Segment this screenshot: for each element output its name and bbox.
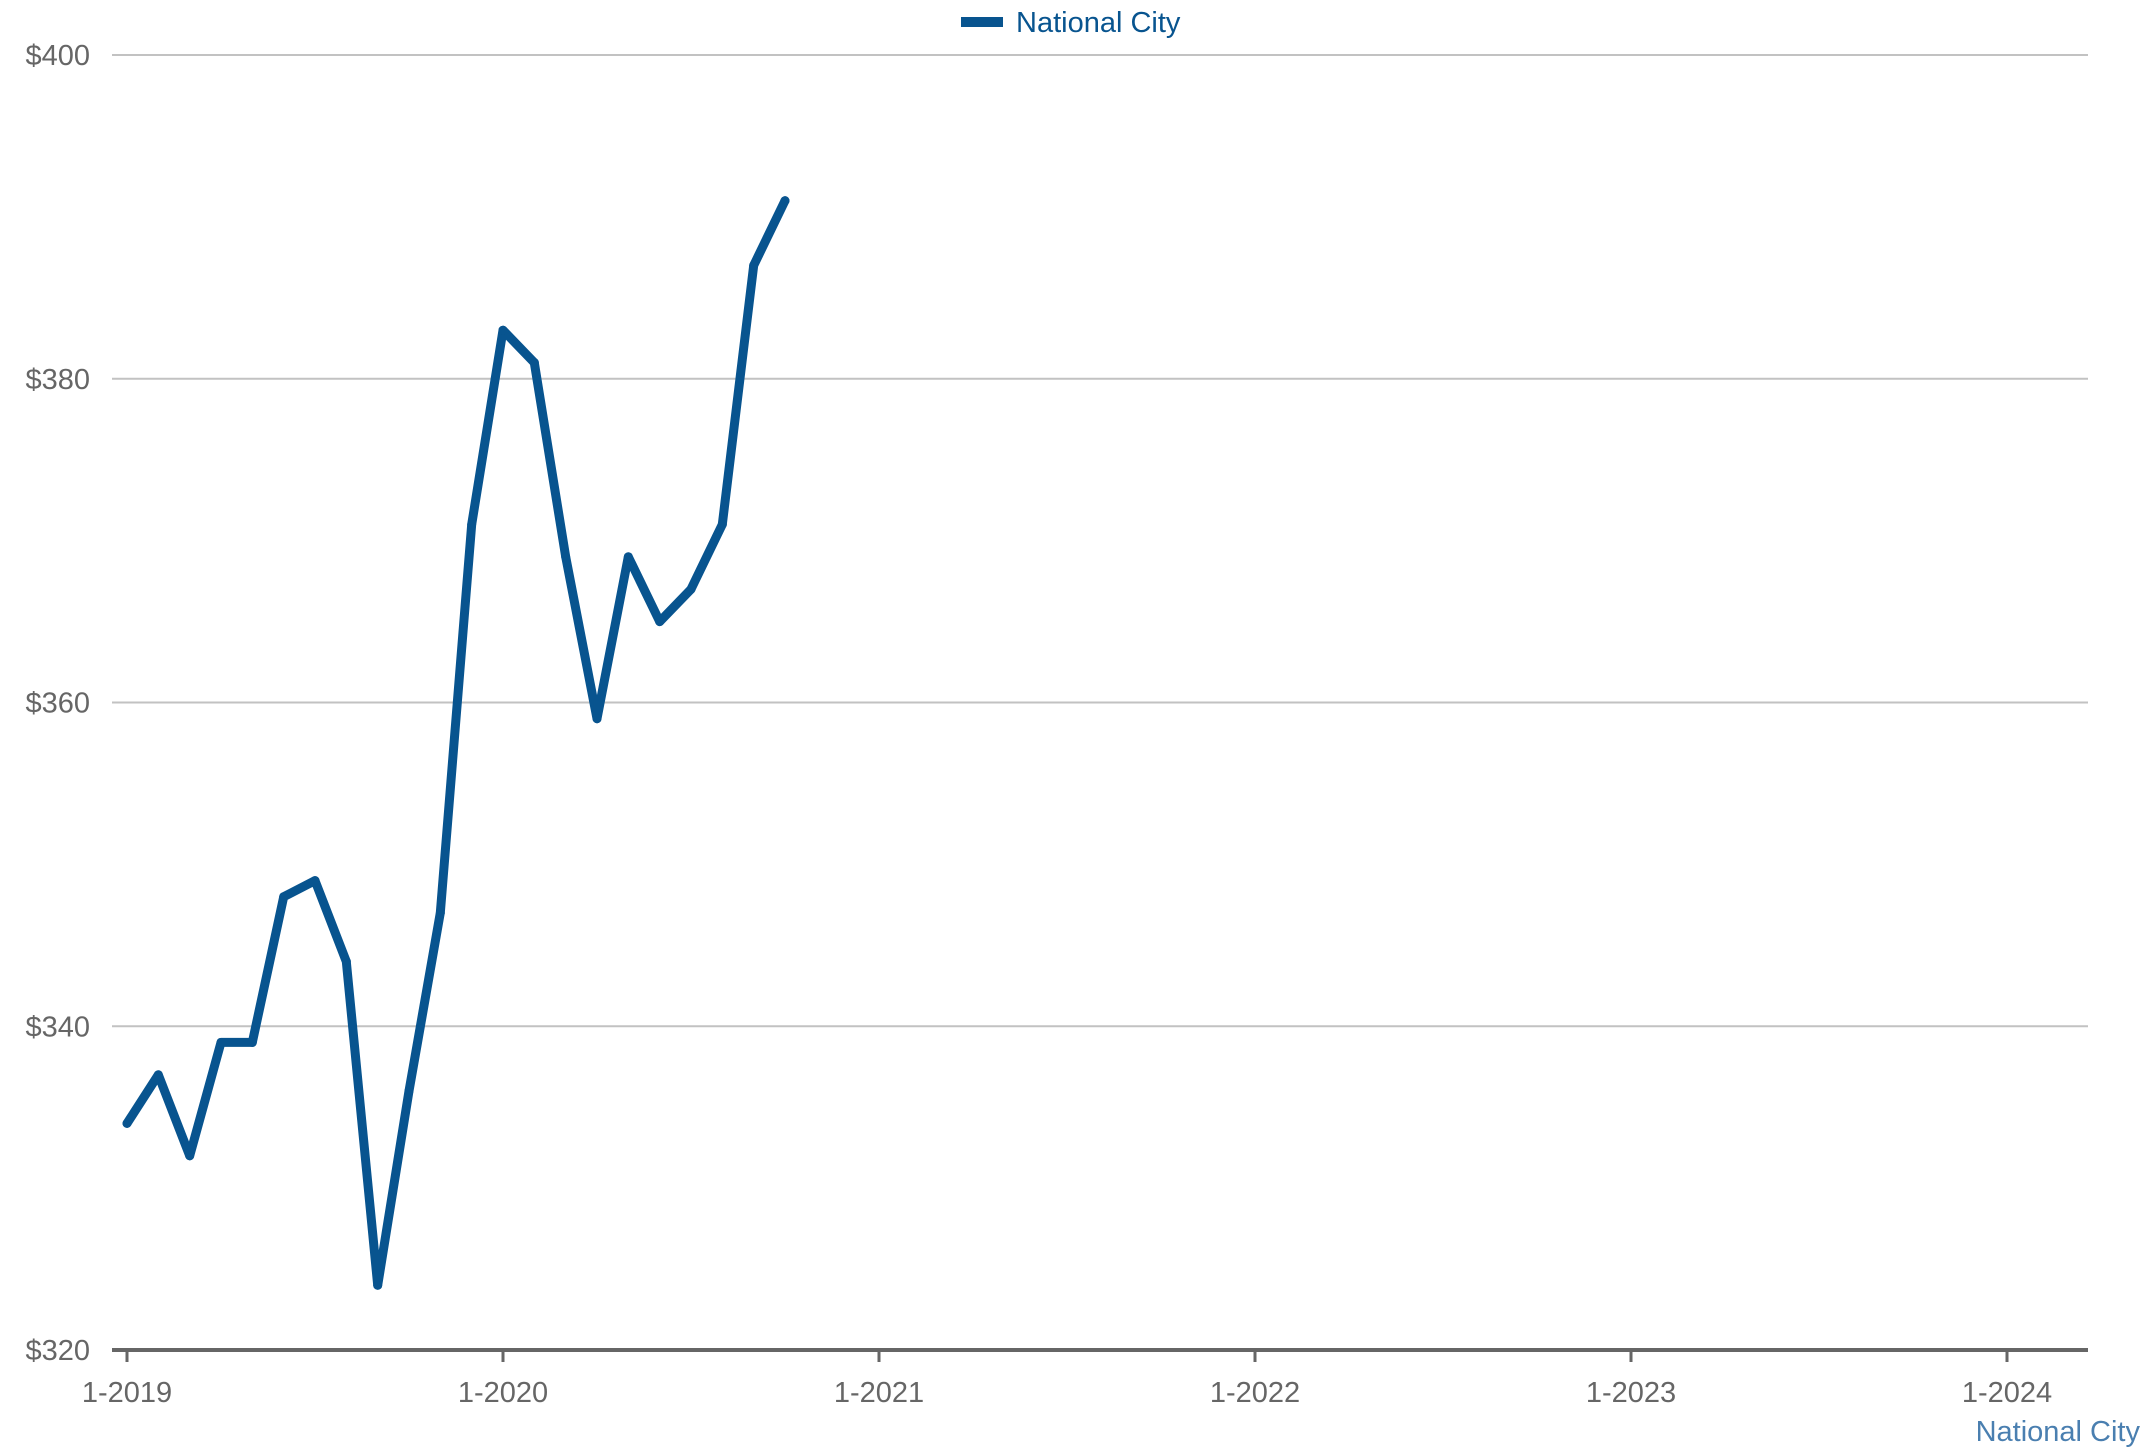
data-point [780,196,790,206]
data-point [310,876,320,886]
data-point [122,1118,132,1128]
y-tick-label: $380 [25,364,90,396]
y-tick-label: $320 [25,1335,90,1367]
x-tick-label: 1-2020 [458,1377,548,1409]
data-point [373,1280,383,1290]
series-lines [122,196,790,1290]
grid-lines [112,54,2088,1028]
x-tick-label: 1-2024 [1962,1377,2052,1409]
data-point [655,617,665,627]
data-point [279,892,289,902]
source-label: National City [1976,1416,2141,1448]
data-point [749,260,759,270]
data-point [185,1151,195,1161]
x-tick-label: 1-2022 [1210,1377,1300,1409]
x-tick-label: 1-2023 [1586,1377,1676,1409]
series-line-national-city [122,196,790,1290]
legend-label-national-city: National City [1016,7,1181,39]
data-point [153,1070,163,1080]
data-point [623,552,633,562]
data-point [592,714,602,724]
x-tick-label: 1-2019 [82,1377,172,1409]
legend-swatch [961,17,1003,27]
data-point [498,325,508,335]
y-tick-label: $340 [25,1011,90,1043]
data-point [404,1086,414,1096]
legend: National City [961,7,1181,39]
data-point [247,1037,257,1047]
y-tick-label: $360 [25,688,90,720]
data-point [435,908,445,918]
x-tick-label: 1-2021 [834,1377,924,1409]
data-point [717,519,727,529]
y-tick-label: $400 [25,40,90,72]
axes: $320 $340 $360 $380 $400 1-2019 1-2020 1-2021 1-… [25,40,2088,1409]
data-point [341,957,351,966]
data-point [216,1037,226,1047]
data-point [529,358,539,368]
data-point [561,552,571,562]
data-point [686,584,696,594]
data-point [467,519,477,529]
